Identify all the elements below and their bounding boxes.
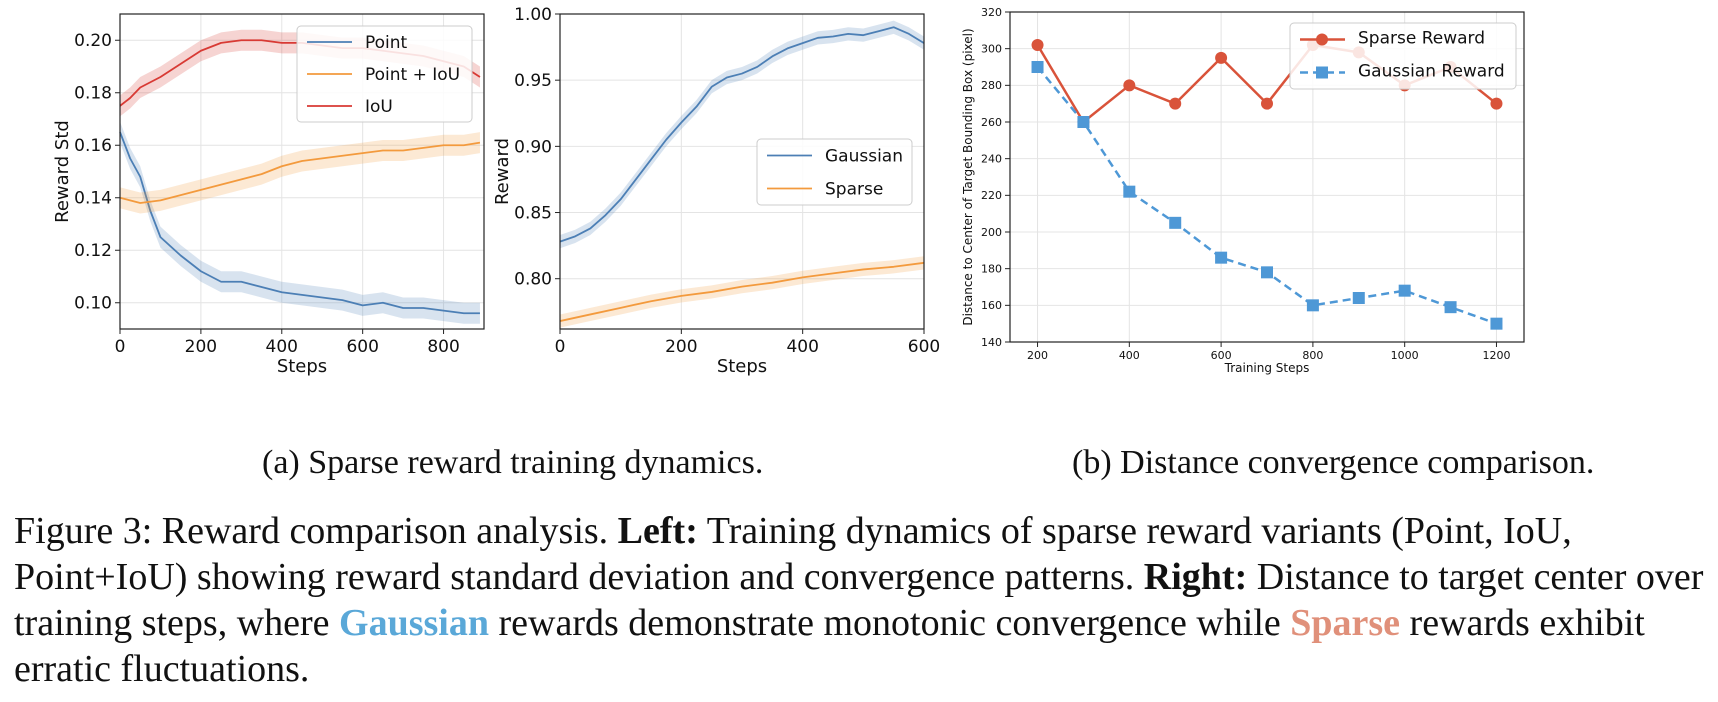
data-point <box>1077 116 1090 128</box>
x-tick-label: 600 <box>346 337 378 357</box>
data-point <box>1261 266 1273 279</box>
chart-2: 0 200 400 600 0.80 0.85 0.90 0.95 1.00 Steps Rewar… <box>492 5 940 377</box>
x-tick-label: 200 <box>665 337 697 357</box>
y-tick-label: 0.18 <box>74 84 112 104</box>
x-axis-label: Steps <box>717 356 767 377</box>
data-point <box>1169 97 1182 110</box>
y-tick-label: 160 <box>981 299 1002 312</box>
x-tick-label: 1000 <box>1391 349 1419 362</box>
data-point <box>1306 299 1319 312</box>
figure-caption: Figure 3: Reward comparison analysis. Le… <box>14 508 1714 692</box>
data-point <box>1031 39 1044 51</box>
data-point <box>1215 51 1228 64</box>
legend-box <box>1289 22 1517 90</box>
y-tick-label: 0.95 <box>514 71 552 91</box>
x-tick-label: 600 <box>908 337 940 357</box>
legend-label: Sparse Reward <box>1358 28 1485 48</box>
plot-frame <box>559 13 925 330</box>
series-band <box>560 20 924 249</box>
legend-marker <box>1316 33 1328 46</box>
plot-frame <box>119 13 485 330</box>
y-tick-label: 0.85 <box>514 203 552 223</box>
legend-label: Point <box>365 33 408 53</box>
y-axis-label: Reward Std <box>52 120 73 223</box>
y-axis-label: Reward <box>492 138 513 205</box>
y-tick-label: 200 <box>981 226 1002 239</box>
y-tick-label: 300 <box>981 43 1002 56</box>
y-tick-label: 180 <box>981 263 1002 276</box>
y-tick-label: 320 <box>981 6 1002 19</box>
y-tick-label: 140 <box>981 336 1002 349</box>
y-tick-label: 240 <box>981 153 1002 166</box>
caption-left-bold: Left: <box>617 510 698 552</box>
series-line <box>559 26 925 243</box>
data-point <box>1352 292 1365 304</box>
x-tick-label: 400 <box>786 337 818 357</box>
data-point <box>1123 185 1136 198</box>
y-tick-label: 0.10 <box>74 294 112 314</box>
x-tick-label: 400 <box>1119 349 1140 362</box>
data-point <box>1169 216 1182 229</box>
legend-marker <box>1316 66 1328 79</box>
caption-label: Figure 3: Reward comparison analysis. <box>14 510 609 552</box>
series-line <box>119 131 480 315</box>
data-point <box>1123 79 1136 92</box>
data-point <box>1490 97 1503 110</box>
x-tick-label: 200 <box>1027 349 1048 362</box>
caption-sparse-word: Sparse <box>1290 602 1401 644</box>
y-tick-label: 0.90 <box>514 137 552 157</box>
caption-right-text-2: rewards demonstrate monotonic convergenc… <box>498 602 1281 644</box>
chart-1: 0 200 400 600 800 0.10 0.12 0.14 0.16 0.18 0.20 Ste… <box>52 13 485 377</box>
y-tick-label: 280 <box>981 79 1002 92</box>
x-tick-label: 1200 <box>1482 349 1510 362</box>
y-tick-label: 0.80 <box>514 270 552 290</box>
data-point <box>1444 301 1457 314</box>
y-tick-label: 1.00 <box>514 5 552 25</box>
caption-right-text-3: rewards exhibit erratic fluctuations. <box>14 602 1645 690</box>
caption-right-text-1: Distance to target center over training … <box>14 556 1704 644</box>
x-tick-label: 800 <box>1302 349 1323 362</box>
y-tick-label: 0.14 <box>74 189 112 209</box>
legend-label: IoU <box>365 97 393 117</box>
plot-frame <box>1009 11 1525 343</box>
x-tick-label: 0 <box>115 337 126 357</box>
series-band <box>560 256 924 328</box>
data-point <box>1261 97 1273 110</box>
series-line <box>119 141 481 204</box>
series-band <box>120 132 480 214</box>
caption-right-bold: Right: <box>1143 556 1248 598</box>
series-band <box>120 121 480 324</box>
x-tick-label: 800 <box>427 337 459 357</box>
y-tick-label: 0.20 <box>74 31 112 51</box>
y-tick-label: 220 <box>981 189 1002 202</box>
subcaption-a: (a) Sparse reward training dynamics. <box>262 444 764 481</box>
legend-label: Gaussian <box>825 147 903 167</box>
x-tick-label: 400 <box>266 337 298 357</box>
subcaption-b: (b) Distance convergence comparison. <box>1072 444 1595 481</box>
series-line <box>559 261 925 322</box>
y-tick-label: 0.12 <box>74 241 112 261</box>
chart-3: 200 400 600 800 1000 1200 140 160 180 200 220 240 26… <box>961 6 1525 375</box>
legend-label: Point + IoU <box>365 65 460 85</box>
y-axis-label: Distance to Center of Target Bounding Bo… <box>961 28 975 325</box>
x-tick-label: 600 <box>1211 349 1232 362</box>
data-point <box>1398 284 1411 297</box>
y-tick-label: 0.16 <box>74 136 112 156</box>
x-tick-label: 200 <box>185 337 217 357</box>
legend-label: Gaussian Reward <box>1358 61 1505 81</box>
y-tick-label: 260 <box>981 116 1002 129</box>
data-point <box>1215 251 1228 264</box>
x-axis-label: Steps <box>277 356 327 377</box>
data-point <box>1031 61 1044 73</box>
figure-3: 0 200 400 600 800 0.10 0.12 0.14 0.16 0.18 0.20 Ste… <box>52 5 1525 377</box>
caption-left-text: Training dynamics of sparse reward varia… <box>14 510 1572 598</box>
x-axis-label: Training Steps <box>1224 361 1310 375</box>
x-tick-label: 0 <box>555 337 566 357</box>
data-point <box>1490 317 1503 330</box>
legend-box <box>296 25 473 123</box>
caption-gaussian-word: Gaussian <box>339 602 489 644</box>
legend-label: Sparse <box>825 180 883 200</box>
